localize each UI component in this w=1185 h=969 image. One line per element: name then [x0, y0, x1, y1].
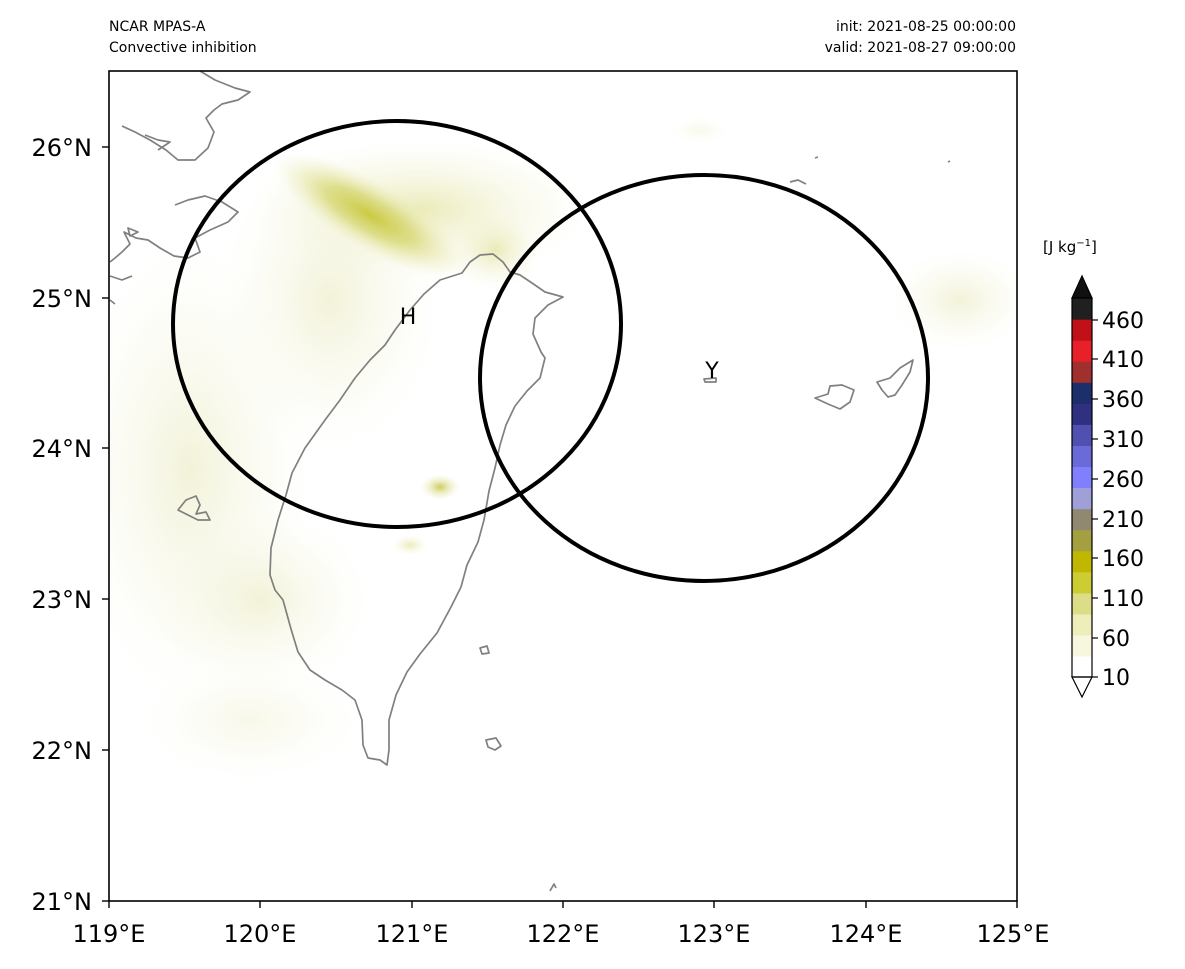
ryukyu-island-2 — [814, 384, 855, 410]
colorbar-band — [1072, 403, 1092, 425]
field-name: Convective inhibition — [109, 40, 257, 56]
colorbar-tick-label: 160 — [1102, 547, 1144, 572]
taiwan-small-island-2 — [485, 737, 502, 751]
ryukyu-island-3 — [876, 359, 914, 398]
lon-tick-label: 121°E — [376, 920, 449, 948]
range-circles — [171, 119, 930, 583]
colorbar-band — [1072, 445, 1092, 468]
colorbar-band — [1072, 571, 1092, 594]
init-time: init: 2021-08-25 00:00:00 — [836, 19, 1016, 35]
colorbar-band — [1072, 592, 1092, 615]
colorbar-bands — [1072, 298, 1092, 678]
header-left: NCAR MPAS-A Convective inhibition — [109, 17, 257, 59]
islet-south — [549, 883, 557, 892]
cin-field-south-mountain — [392, 535, 428, 555]
cin-band-main — [273, 152, 467, 278]
lon-tick-label: 123°E — [678, 920, 751, 948]
colorbar-extend-max-arrow — [1071, 274, 1093, 299]
colorbar-band — [1072, 319, 1092, 341]
cin-field-southwest — [140, 660, 360, 780]
colorbar-band — [1072, 508, 1092, 531]
lon-tick-label: 119°E — [73, 920, 146, 948]
colorbar-band — [1072, 613, 1092, 636]
lon-tick-label: 120°E — [224, 920, 297, 948]
colorbar-band — [1072, 634, 1092, 657]
colorbar: 460 410 360 310 260 210 160 110 60 10 — [1071, 274, 1144, 699]
lon-tick-label: 125°E — [977, 920, 1050, 948]
colorbar-tick-label: 260 — [1102, 468, 1144, 493]
colorbar-tick-label: 110 — [1102, 587, 1144, 612]
colorbar-unit-label: [J kg−1] — [1043, 238, 1097, 256]
lat-tick-label: 25°N — [32, 285, 93, 313]
colorbar-tick-label: 360 — [1102, 388, 1144, 413]
model-name: NCAR MPAS-A — [109, 19, 206, 35]
colorbar-tick-label: 310 — [1102, 428, 1144, 453]
cin-field-northeast — [670, 116, 730, 144]
colorbar-band — [1072, 361, 1092, 383]
senkaku-islands — [789, 156, 819, 185]
colorbar-band — [1072, 340, 1092, 362]
lat-tick-label: 26°N — [32, 134, 93, 162]
lon-tick-label: 122°E — [527, 920, 600, 948]
range-circle-y — [478, 173, 930, 583]
colorbar-band — [1072, 382, 1092, 404]
lon-tick-label: 124°E — [830, 920, 903, 948]
colorbar-tick-label: 10 — [1102, 666, 1130, 691]
range-circle-h — [171, 119, 623, 529]
colorbar-tick-label: 60 — [1102, 627, 1130, 652]
colorbar-tick-label: 210 — [1102, 508, 1144, 533]
header-right: init: 2021-08-25 00:00:00 valid: 2021-08… — [825, 17, 1016, 59]
colorbar-frame — [1071, 297, 1093, 678]
lat-tick-label: 24°N — [32, 435, 93, 463]
colorbar-tick-label: 460 — [1102, 309, 1144, 334]
cin-field — [109, 116, 1017, 780]
colorbar-unit-exponent: −1 — [1076, 238, 1092, 249]
penghu-islands — [177, 495, 211, 521]
taiwan-small-island-1 — [479, 645, 490, 655]
colorbar-band — [1072, 529, 1092, 552]
colorbar-band — [1072, 466, 1092, 489]
colorbar-band — [1072, 550, 1092, 573]
colorbar-band — [1072, 298, 1092, 320]
kinmen-island — [127, 134, 171, 237]
cin-field-central-mountain — [420, 474, 460, 500]
lat-tick-label: 21°N — [32, 888, 93, 916]
colorbar-band — [1072, 424, 1092, 446]
cin-field-ne-taiwan — [450, 210, 540, 290]
marker-label-h: H — [400, 305, 417, 330]
china-coastline — [109, 71, 251, 305]
lat-tick-label: 23°N — [32, 586, 93, 614]
colorbar-extend-min-arrow — [1071, 676, 1093, 699]
colorbar-unit-text: J kg — [1048, 238, 1077, 256]
colorbar-band — [1072, 655, 1092, 678]
lat-axis: 21°N 22°N 23°N 24°N 25°N 26°N — [32, 134, 109, 916]
lat-tick-label: 22°N — [32, 737, 93, 765]
ryukyu-island-1 — [703, 377, 717, 383]
islet-far-east — [947, 160, 951, 163]
cin-field-south-strait — [150, 510, 370, 690]
marker-label-y: Y — [704, 359, 719, 384]
colorbar-band — [1072, 487, 1092, 510]
colorbar-tick-label: 410 — [1102, 348, 1144, 373]
valid-time: valid: 2021-08-27 09:00:00 — [824, 40, 1016, 56]
lon-axis: 119°E 120°E 121°E 122°E 123°E 124°E 125°… — [73, 901, 1050, 948]
